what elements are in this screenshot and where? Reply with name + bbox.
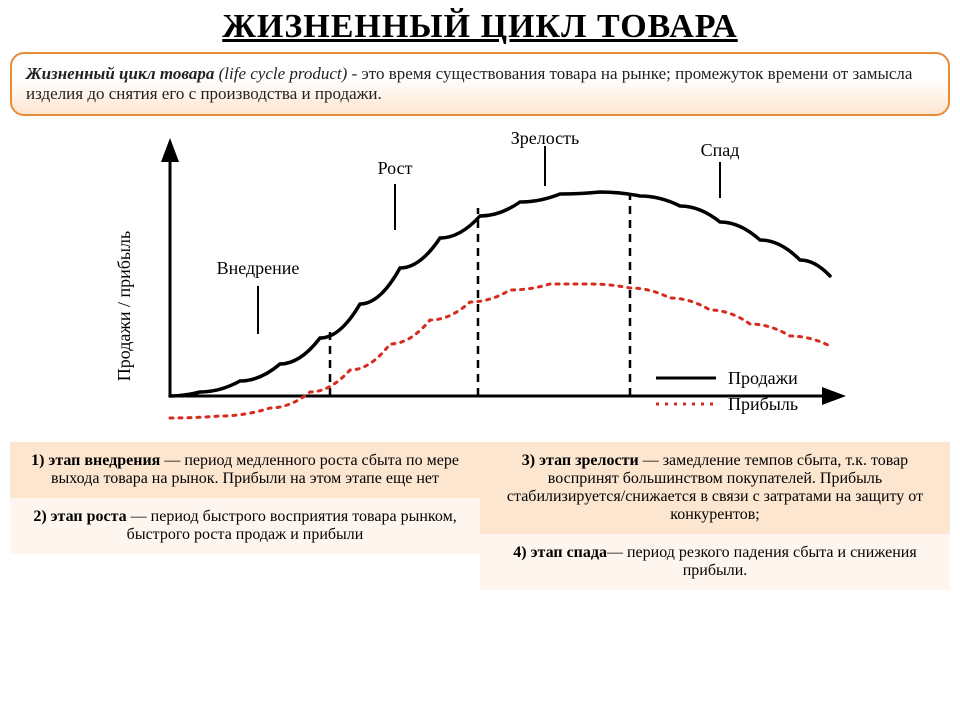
stages-table: 1) этап внедрения — период медленного ро… bbox=[10, 442, 950, 590]
definition-box: Жизненный цикл товара (life cycle produc… bbox=[10, 52, 950, 116]
stage-4-text: — период резкого падения сбыта и снижени… bbox=[607, 544, 917, 579]
stage-cell-4: 4) этап спада— период резкого падения сб… bbox=[480, 534, 950, 590]
stage-2-text: — период быстрого восприятия товара рынк… bbox=[127, 508, 457, 543]
stage-cell-1: 1) этап внедрения — период медленного ро… bbox=[10, 442, 480, 498]
stage-2-name: 2) этап роста bbox=[33, 508, 126, 525]
svg-text:Зрелость: Зрелость bbox=[511, 128, 580, 148]
definition-paren: (life cycle product) bbox=[219, 64, 348, 83]
svg-text:Внедрение: Внедрение bbox=[217, 258, 300, 278]
svg-text:Продажи / прибыль: Продажи / прибыль bbox=[114, 231, 134, 381]
svg-text:Продажи: Продажи bbox=[728, 368, 798, 388]
svg-text:Прибыль: Прибыль bbox=[728, 394, 798, 414]
stage-1-name: 1) этап внедрения bbox=[31, 452, 160, 469]
page-title: ЖИЗНЕННЫЙ ЦИКЛ ТОВАРА bbox=[0, 0, 960, 52]
definition-lead: Жизненный цикл товара bbox=[26, 64, 214, 83]
chart-svg: Продажи / прибыль Внедрение Рост Зрелость Сп… bbox=[100, 126, 860, 436]
stage-cell-2: 2) этап роста — период быстрого восприят… bbox=[10, 498, 480, 554]
svg-text:Рост: Рост bbox=[378, 158, 413, 178]
stage-3-name: 3) этап зрелости bbox=[522, 452, 639, 469]
lifecycle-chart: Продажи / прибыль Внедрение Рост Зрелость Сп… bbox=[100, 126, 860, 436]
svg-text:Спад: Спад bbox=[701, 140, 740, 160]
stage-cell-3: 3) этап зрелости — замедление темпов сбы… bbox=[480, 442, 950, 534]
stage-4-name: 4) этап спада bbox=[513, 544, 607, 561]
